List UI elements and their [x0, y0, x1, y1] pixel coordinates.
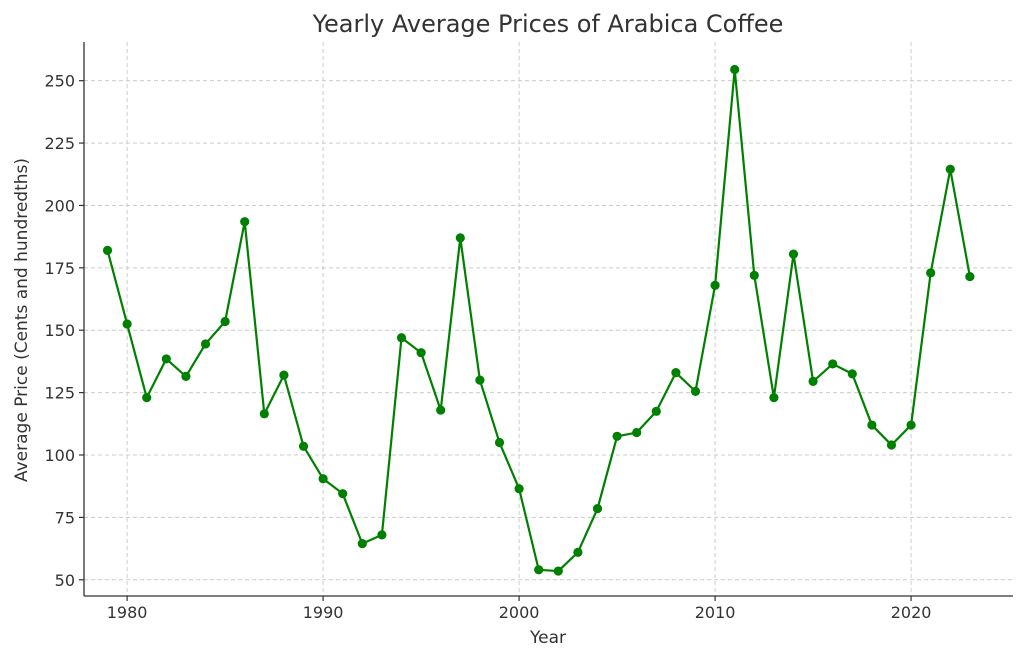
- data-point: [259, 409, 269, 419]
- data-point: [122, 319, 132, 329]
- data-point: [788, 249, 799, 259]
- data-point: [279, 370, 289, 380]
- x-tick-label: 2020: [891, 603, 932, 622]
- x-tick-label: 1990: [303, 603, 344, 622]
- data-point: [906, 420, 916, 430]
- y-tick-label: 150: [44, 321, 75, 340]
- data-point: [671, 368, 681, 378]
- data-point: [338, 489, 348, 499]
- series-layer: [102, 64, 975, 576]
- y-tick-label: 175: [44, 259, 75, 278]
- x-axis-label: Year: [529, 628, 566, 648]
- data-point: [436, 405, 446, 415]
- chart-title: Yearly Average Prices of Arabica Coffee: [312, 10, 784, 38]
- axes-layer: [83, 42, 1013, 597]
- data-point: [240, 217, 250, 227]
- data-point: [475, 375, 485, 385]
- x-tick-label: 1980: [107, 603, 148, 622]
- data-point: [592, 504, 603, 514]
- data-point: [377, 530, 387, 540]
- data-point: [710, 280, 720, 290]
- data-point: [632, 427, 642, 438]
- data-point: [181, 371, 191, 381]
- data-point: [965, 271, 975, 282]
- x-tick-label: 2010: [695, 603, 736, 622]
- y-tick-label: 50: [55, 571, 75, 590]
- data-point: [534, 565, 544, 575]
- ticks-layer: 1980 1990 2000 2010 2020 50 75 100 125 150 175 200 2…: [44, 72, 931, 622]
- grid-layer: [84, 42, 1013, 596]
- data-point: [612, 431, 622, 441]
- data-point: [102, 245, 113, 255]
- data-point: [357, 538, 367, 549]
- data-point: [847, 369, 857, 379]
- data-point: [220, 316, 230, 327]
- data-point: [142, 393, 152, 403]
- data-point: [396, 333, 407, 343]
- data-point: [318, 474, 328, 484]
- data-point: [945, 164, 955, 174]
- data-point: [828, 359, 838, 369]
- data-point: [514, 484, 524, 494]
- data-point: [455, 233, 465, 243]
- data-point: [749, 270, 759, 280]
- data-point: [926, 268, 936, 278]
- y-tick-label: 100: [44, 446, 75, 465]
- y-axis-label: Average Price (Cents and hundredths): [12, 158, 32, 482]
- data-point: [730, 64, 740, 75]
- data-point: [298, 441, 309, 451]
- y-tick-label: 200: [44, 196, 75, 215]
- data-point: [494, 437, 505, 448]
- data-point: [808, 376, 818, 386]
- data-point: [573, 547, 583, 557]
- data-point: [200, 339, 211, 349]
- data-point: [769, 393, 779, 403]
- data-point: [553, 566, 563, 576]
- data-point: [886, 440, 897, 450]
- y-tick-label: 225: [44, 134, 75, 153]
- data-point: [651, 406, 661, 416]
- x-tick-label: 2000: [499, 603, 540, 622]
- y-tick-label: 250: [44, 72, 75, 91]
- y-tick-label: 75: [55, 508, 75, 527]
- series-line: [106, 68, 971, 573]
- y-tick-label: 125: [44, 384, 75, 403]
- data-point: [867, 420, 877, 430]
- data-point: [416, 348, 426, 358]
- data-point: [161, 354, 171, 364]
- data-point: [690, 386, 701, 396]
